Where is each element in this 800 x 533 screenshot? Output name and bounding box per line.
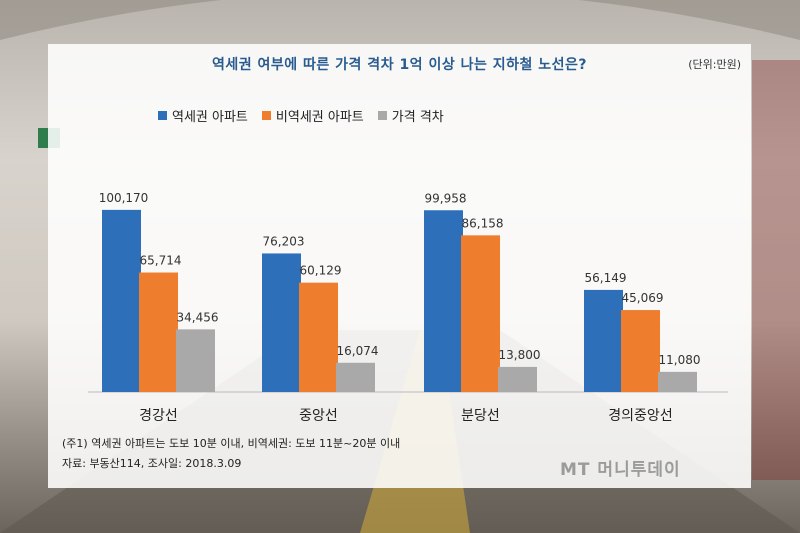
data-label-중앙선-2: 16,074 bbox=[337, 344, 379, 358]
unit-label: (단위:만원) bbox=[688, 58, 741, 71]
bar-경강선-2 bbox=[176, 329, 215, 392]
legend-swatch-non-station bbox=[261, 111, 271, 120]
bar-중앙선-2 bbox=[336, 362, 375, 392]
legend-item-gap: 가격 격차 bbox=[377, 106, 444, 125]
chart-title: 역세권 여부에 따른 가격 격차 1억 이상 나는 지하철 노선은? bbox=[212, 57, 587, 73]
legend-swatch-gap bbox=[377, 111, 387, 120]
data-label-경강선-0: 100,170 bbox=[99, 191, 149, 205]
bar-중앙선-1 bbox=[299, 282, 338, 392]
legend-item-station: 역세권 아파트 bbox=[158, 106, 248, 125]
data-label-분당선-2: 13,800 bbox=[499, 348, 541, 362]
bar-경강선-0 bbox=[102, 209, 141, 392]
data-label-중앙선-0: 76,203 bbox=[263, 234, 305, 248]
legend-label-station: 역세권 아파트 bbox=[172, 110, 248, 125]
bar-중앙선-0 bbox=[262, 253, 301, 392]
bar-경의중앙선-1 bbox=[621, 310, 660, 392]
data-label-경의중앙선-0: 56,149 bbox=[585, 271, 627, 285]
bar-분당선-2 bbox=[498, 366, 537, 392]
data-label-분당선-1: 86,158 bbox=[462, 216, 504, 230]
bar-chart: 100,170 65,714 34,456 경강선 76,203 60,129 16,074… bbox=[88, 191, 728, 424]
footnotes: (주1) 역세권 아파트는 도보 10분 이내, 비역세권: 도보 11분~20… bbox=[62, 434, 400, 474]
bar-경의중앙선-0 bbox=[584, 289, 623, 392]
footnote-source: 자료: 부동산114, 조사일: 2018.3.09 bbox=[62, 457, 242, 470]
bar-분당선-0 bbox=[424, 210, 463, 392]
bar-분당선-1 bbox=[461, 235, 500, 392]
legend-label-gap: 가격 격차 bbox=[391, 110, 444, 125]
data-label-경의중앙선-1: 45,069 bbox=[622, 291, 664, 305]
category-label-0: 경강선 bbox=[139, 408, 178, 424]
legend-label-non-station: 비역세권 아파트 bbox=[275, 110, 364, 125]
category-label-3: 경의중앙선 bbox=[608, 408, 672, 424]
data-label-중앙선-1: 60,129 bbox=[300, 264, 342, 278]
data-label-경강선-2: 34,456 bbox=[177, 310, 219, 324]
legend-item-non-station: 비역세권 아파트 bbox=[261, 106, 364, 125]
data-label-경의중앙선-2: 11,080 bbox=[659, 353, 701, 367]
category-label-2: 분당선 bbox=[461, 408, 500, 424]
data-label-경강선-1: 65,714 bbox=[140, 254, 182, 268]
chart-panel: 역세권 여부에 따른 가격 격차 1억 이상 나는 지하철 노선은? (단위:만… bbox=[48, 44, 751, 488]
data-label-분당선-0: 99,958 bbox=[425, 191, 467, 205]
category-label-1: 중앙선 bbox=[299, 408, 338, 424]
legend: 역세권 아파트 비역세권 아파트 가격 격차 bbox=[158, 106, 444, 125]
bar-경의중앙선-2 bbox=[658, 371, 697, 392]
watermark-logo: MT 머니투데이 bbox=[560, 460, 681, 480]
legend-swatch-station bbox=[158, 111, 167, 120]
footnote-1: (주1) 역세권 아파트는 도보 10분 이내, 비역세권: 도보 11분~20… bbox=[62, 437, 401, 450]
bar-경강선-1 bbox=[139, 272, 178, 392]
